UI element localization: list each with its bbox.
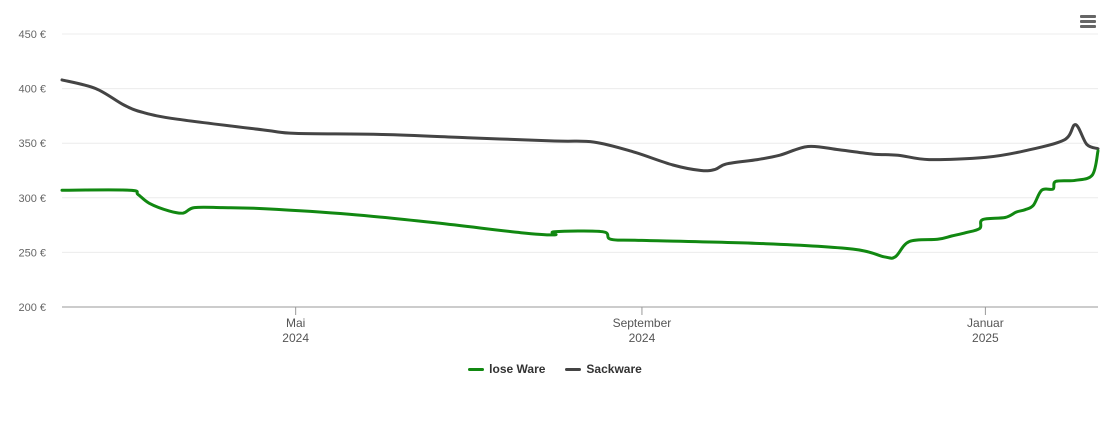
- menu-bar-icon: [1080, 15, 1096, 18]
- grid-lines: [62, 33, 1098, 253]
- y-tick-label: 200 €: [18, 302, 46, 314]
- legend-swatch-lose-ware: [468, 367, 485, 371]
- chart-menu-button[interactable]: [1074, 10, 1102, 34]
- legend-label-sackware: Sackware: [586, 362, 642, 376]
- x-tick-month-label: Mai: [286, 316, 305, 330]
- legend-label-lose-ware: lose Ware: [489, 362, 546, 376]
- legend-item-sackware[interactable]: Sackware: [565, 362, 642, 376]
- series-lines: [60, 78, 1100, 260]
- x-tick-month-label: September: [613, 316, 672, 330]
- y-tick-label: 250 €: [18, 247, 46, 259]
- x-tick-month-label: Januar: [967, 316, 1004, 330]
- menu-bar-icon: [1080, 20, 1096, 23]
- series-line-lose-ware: [60, 149, 1100, 260]
- y-tick-label: 450 €: [18, 29, 46, 41]
- y-axis: 200 € 250 € 300 € 350 € 400 € 450 €: [18, 29, 46, 314]
- series-line-sackware: [60, 78, 1100, 173]
- menu-bar-icon: [1080, 25, 1096, 28]
- y-tick-label: 350 €: [18, 138, 46, 150]
- legend-swatch-sackware: [565, 367, 582, 371]
- x-tick-year-label: 2024: [282, 331, 309, 345]
- y-tick-label: 400 €: [18, 84, 46, 96]
- y-tick-label: 300 €: [18, 193, 46, 205]
- x-tick-year-label: 2025: [972, 331, 999, 345]
- chart-legend: lose Ware Sackware: [0, 362, 1110, 376]
- x-tick-year-label: 2024: [629, 331, 656, 345]
- legend-item-lose-ware[interactable]: lose Ware: [468, 362, 545, 376]
